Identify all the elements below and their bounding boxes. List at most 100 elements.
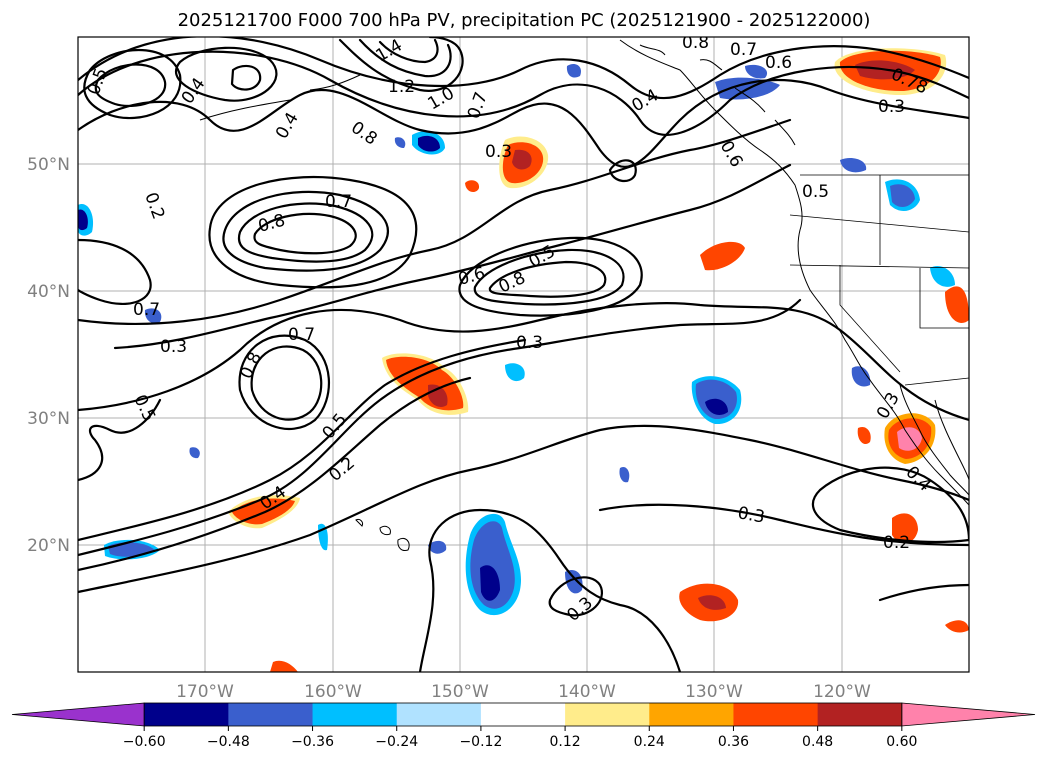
coastline-gulf-california (934, 399, 969, 481)
pv-contour (222, 190, 389, 272)
pv-contour (418, 508, 682, 672)
figure-title: 2025121700 F000 700 hPa PV, precipitatio… (178, 10, 871, 31)
pv-contour (598, 503, 969, 547)
contour-label: 0.3 (516, 333, 543, 353)
pv-contour (253, 212, 357, 255)
contour-label: 0.3 (160, 337, 187, 357)
map-frame (77, 36, 970, 673)
colorbar-tick-label: −0.36 (291, 734, 334, 750)
colorbar-tick-label: 0.36 (718, 734, 749, 750)
coastline-baja (899, 384, 969, 496)
contour-label: 0.3 (485, 142, 512, 162)
pv-contour (378, 38, 439, 64)
political-borders (789, 174, 969, 386)
colorbar-cell (396, 703, 482, 726)
map-background (78, 37, 969, 672)
border-us-mexico (904, 377, 969, 386)
contour-label: 0.5 (802, 182, 829, 202)
pv-contour (238, 334, 331, 430)
coastline-aleutians (199, 74, 361, 121)
precip-positive-gulf-alaska (465, 136, 549, 193)
pv-contour (78, 338, 527, 542)
coastline-hawaii (355, 519, 410, 551)
pv-contour (78, 398, 162, 482)
precip-negative-north (78, 64, 955, 387)
pv-contour (488, 260, 607, 298)
contour-label: 0.7 (133, 300, 160, 320)
coastlines (199, 39, 969, 551)
pv-contour (94, 63, 167, 108)
y-tick-label: 20°N (27, 536, 70, 556)
pv-contour (78, 298, 802, 557)
colorbar-tick-label: 0.24 (634, 734, 665, 750)
border-states (789, 175, 969, 373)
colorbar-tick-label: −0.24 (375, 734, 418, 750)
pv-contour (78, 302, 969, 422)
pv-contour (358, 38, 452, 78)
pv-contour (237, 202, 374, 263)
pv-contour (548, 576, 603, 617)
coastline-north-america (619, 39, 969, 506)
x-tick-label: 120°W (813, 682, 871, 702)
contour-label: 0.8 (682, 33, 709, 53)
map-panel: 0.5 0.4 0.4 1.4 1.2 1.0 0.8 0.7 0.8 0.7 … (77, 33, 970, 673)
colorbar-cell (649, 703, 734, 726)
colorbar-tick-label: 0.48 (802, 734, 833, 750)
x-tick-label: 170°W (176, 682, 234, 702)
x-tick-label: 160°W (304, 682, 362, 702)
contour-label: 1.2 (388, 77, 415, 97)
precip-positive-baja (884, 413, 936, 464)
pv-contour (458, 236, 643, 317)
pv-contour (811, 466, 969, 544)
colorbar-tick-label: −0.60 (123, 734, 166, 750)
pv-contour (83, 48, 182, 120)
colorbar-cell (565, 703, 650, 726)
colorbar-tick-label: −0.12 (459, 734, 502, 750)
colorbar-tick-label: 0.12 (550, 734, 581, 750)
pv-contour (878, 583, 969, 602)
x-tick-label: 150°W (431, 682, 489, 702)
pv-contour (174, 46, 278, 102)
pv-contour (608, 159, 637, 183)
pv-contour (338, 37, 464, 92)
contour-label: 0.3 (736, 503, 766, 527)
y-tick-label: 40°N (27, 282, 70, 302)
coastline-islands (639, 44, 796, 146)
contour-label: 0.7 (325, 192, 352, 212)
contour-label: 0.7 (288, 325, 315, 345)
colorbar: −0.60 −0.48 −0.36 −0.24 −0.12 0.12 0.24 0.36 0.4… (11, 702, 1036, 750)
pv-contour (78, 37, 969, 100)
pv-contour (78, 238, 152, 305)
colorbar-tick-label: 0.60 (886, 734, 917, 750)
y-axis-labels: 50°N 40°N 30°N 20°N (27, 155, 70, 556)
pv-contour (78, 376, 472, 572)
colorbar-outline (143, 702, 903, 727)
colorbar-extend-low (11, 702, 145, 727)
pv-contour (230, 64, 262, 91)
contour-label: 0.3 (878, 97, 905, 117)
contour-label-layer: 0.5 0.4 0.4 1.4 1.2 1.0 0.8 0.7 0.8 0.7 … (84, 33, 935, 626)
y-tick-label: 50°N (27, 155, 70, 175)
precip-positive-east-pacific (270, 241, 969, 672)
x-tick-label: 130°W (685, 682, 743, 702)
colorbar-cell (733, 703, 819, 726)
colorbar-cell (228, 703, 314, 726)
pv-contour (250, 345, 323, 421)
colorbar-cell (817, 703, 903, 726)
colorbar-cell (144, 703, 229, 726)
pv-contour (78, 78, 969, 168)
pv-contour (78, 50, 969, 136)
x-axis-labels: 170°W 160°W 150°W 140°W 130°W 120°W (176, 682, 871, 702)
x-tick-label: 140°W (558, 682, 616, 702)
colorbar-cell (480, 703, 566, 726)
pv-contours (78, 37, 969, 672)
colorbar-tick-label: −0.48 (207, 734, 250, 750)
contour-label: 0.6 (765, 53, 792, 73)
contour-label: 0.2 (883, 533, 910, 553)
pv-contour (78, 424, 969, 594)
pv-contour (473, 248, 625, 306)
y-tick-label: 30°N (27, 409, 70, 429)
pv-contour (78, 118, 792, 326)
gridlines (78, 37, 969, 672)
